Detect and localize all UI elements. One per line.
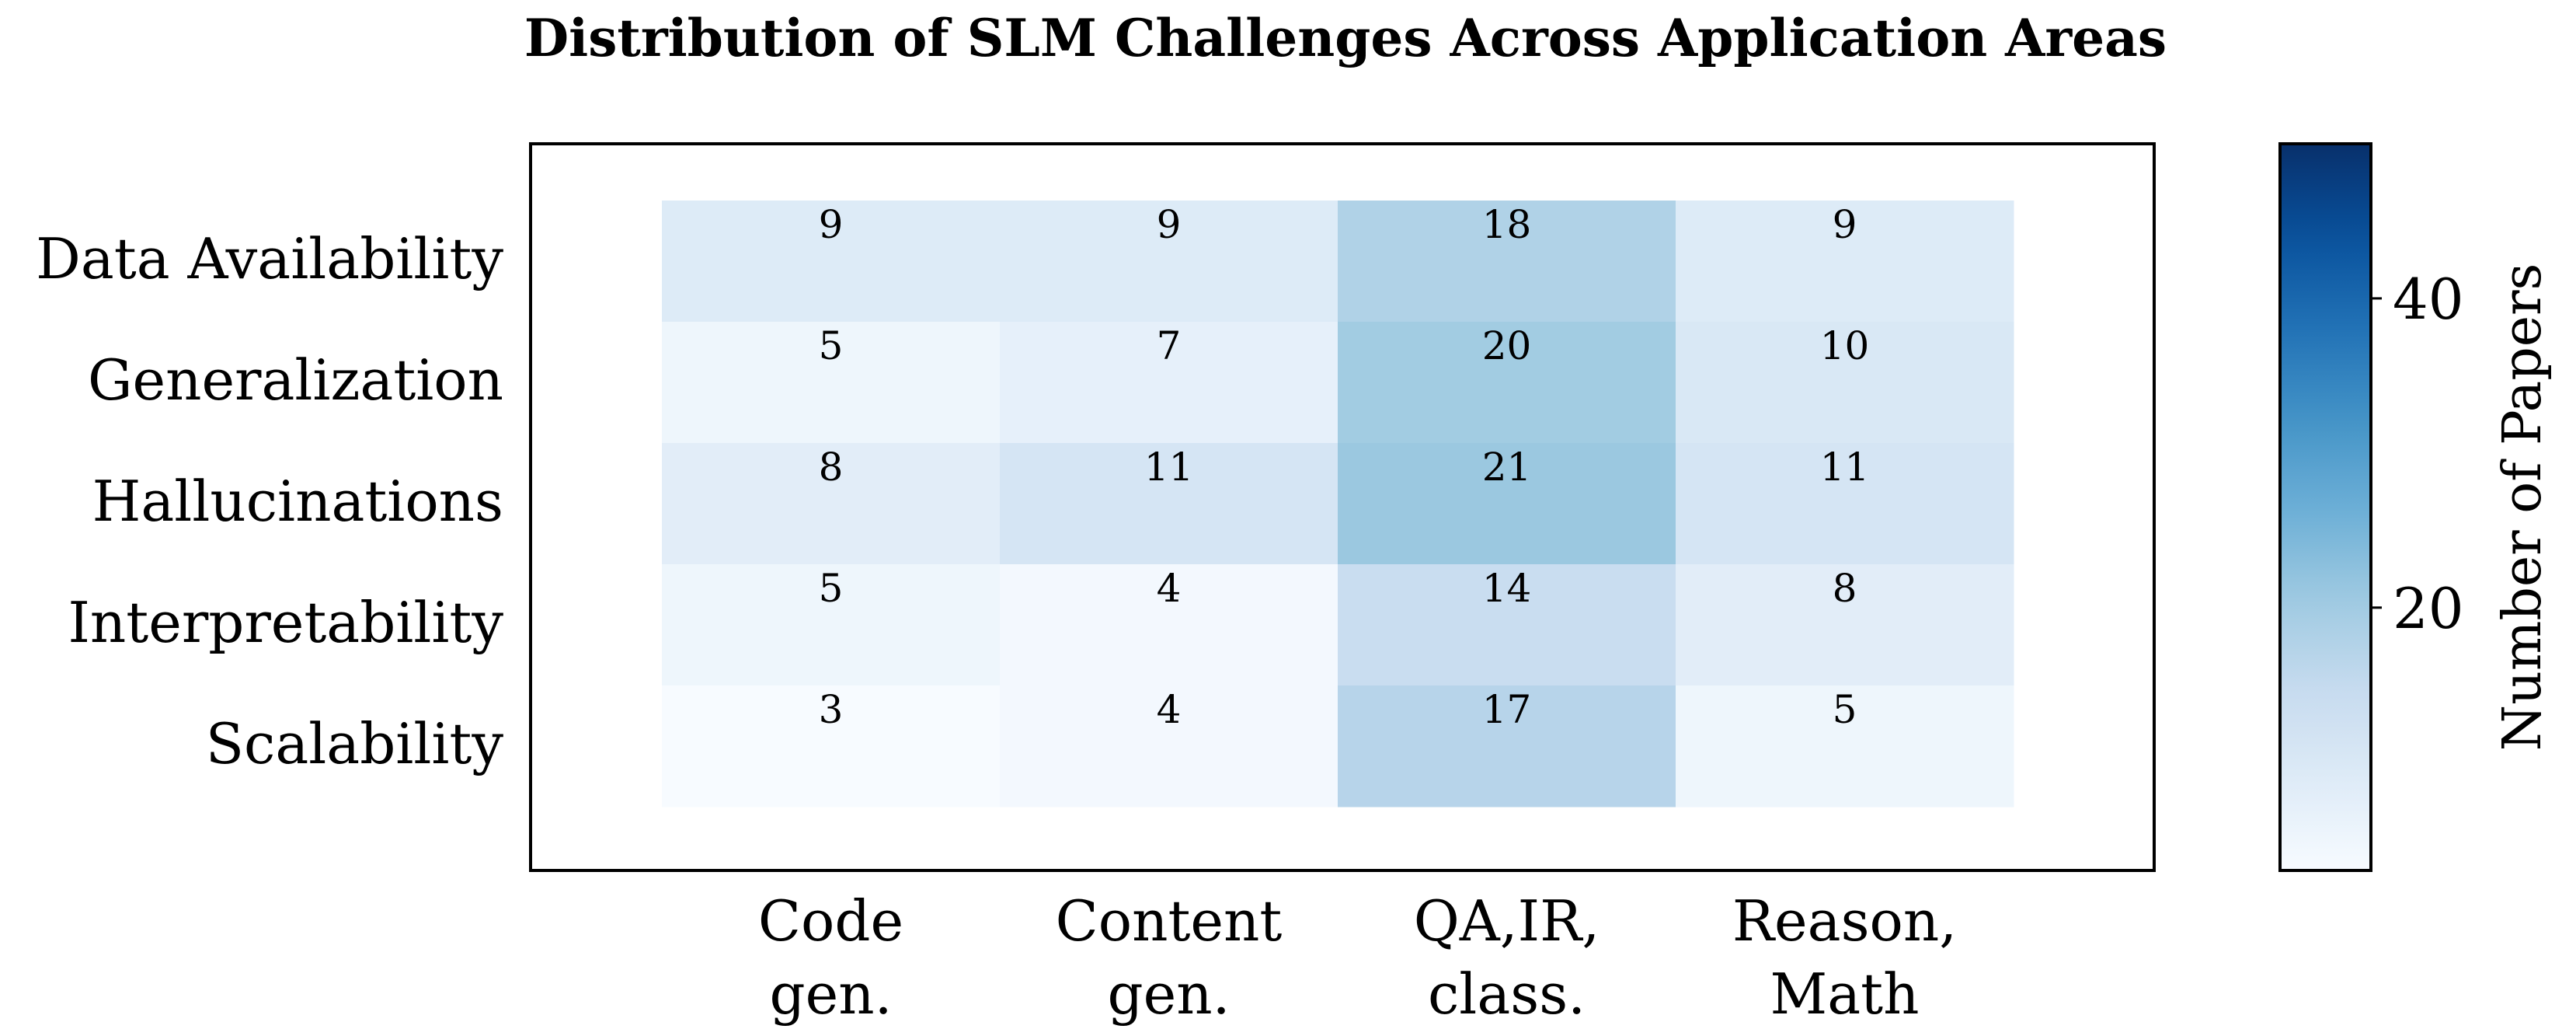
column-labels: Code gen. Content gen. QA,IR, class. Reason, Ma…: [758, 888, 1957, 1027]
cell-value-label: 18: [1482, 202, 1532, 247]
row-labels: Data Availability Generalization Hallucina…: [36, 226, 503, 776]
heatmap-cell: [1676, 564, 2014, 686]
heatmap-cell: [1676, 443, 2014, 565]
row-label: Data Availability: [36, 226, 503, 291]
heatmap-cell: [1676, 685, 2014, 808]
heatmap-cell: [662, 322, 1001, 444]
colorbar: [2278, 142, 2372, 872]
column-label: Reason,: [1732, 888, 1957, 954]
heatmap-cell: [1338, 564, 1676, 686]
heatmap-cell: [1000, 201, 1338, 323]
heatmap-cells: 9 9 18 9 5 7 20 10 8 11 21 11 5 4 14 8 3 4 17 5: [662, 201, 2014, 808]
cell-value-label: 5: [819, 566, 844, 611]
heatmap-cell: [1000, 685, 1338, 808]
column-label: gen.: [770, 961, 893, 1027]
column-label: QA,IR,: [1414, 888, 1600, 954]
cell-value-label: 21: [1482, 445, 1532, 490]
cell-value-label: 4: [1157, 566, 1182, 611]
cell-value-label: 8: [1833, 566, 1857, 611]
colorbar-tick-label: 20: [2393, 576, 2464, 641]
row-label: Hallucinations: [92, 469, 503, 534]
heatmap-cell: [1000, 443, 1338, 565]
heatmap-cell: [662, 564, 1001, 686]
cell-value-label: 5: [819, 323, 844, 368]
heatmap-cell: [662, 443, 1001, 565]
cell-value-label: 9: [1833, 202, 1857, 247]
cell-value-label: 9: [1157, 202, 1182, 247]
heatmap-cell: [662, 201, 1001, 323]
cell-value-label: 14: [1482, 566, 1532, 611]
cell-value-label: 10: [1820, 323, 1870, 368]
column-label: Content: [1056, 888, 1283, 954]
heatmap-cell: [1338, 201, 1676, 323]
cell-value-label: 17: [1482, 687, 1532, 732]
cell-value-label: 9: [819, 202, 844, 247]
row-label: Interpretability: [68, 590, 503, 655]
colorbar-label: Number of Papers: [2492, 263, 2553, 752]
heatmap-cell: [1338, 322, 1676, 444]
cell-value-label: 4: [1157, 687, 1182, 732]
column-label: class.: [1428, 961, 1586, 1027]
colorbar-tick-label: 40: [2393, 267, 2464, 332]
column-label: Math: [1770, 961, 1920, 1027]
chart-title: Distribution of SLM Challenges Across Ap…: [524, 8, 2167, 68]
cell-value-label: 11: [1820, 445, 1870, 490]
column-label: Code: [758, 888, 903, 954]
heatmap-cell: [1000, 322, 1338, 444]
heatmap-cell: [1338, 685, 1676, 808]
heatmap-cell: [1676, 201, 2014, 323]
cell-value-label: 5: [1833, 687, 1857, 732]
cell-value-label: 3: [819, 687, 844, 732]
cell-value-label: 11: [1144, 445, 1194, 490]
plot-frame: [529, 142, 2156, 872]
row-label: Generalization: [88, 347, 503, 413]
cell-value-label: 7: [1157, 323, 1182, 368]
heatmap-cell: [662, 685, 1001, 808]
row-label: Scalability: [206, 711, 504, 776]
cell-value-label: 20: [1482, 323, 1532, 368]
heatmap-cell: [1676, 322, 2014, 444]
cell-value-label: 8: [819, 445, 844, 490]
heatmap-cell: [1000, 564, 1338, 686]
heatmap-cell: [1338, 443, 1676, 565]
column-label: gen.: [1108, 961, 1231, 1027]
